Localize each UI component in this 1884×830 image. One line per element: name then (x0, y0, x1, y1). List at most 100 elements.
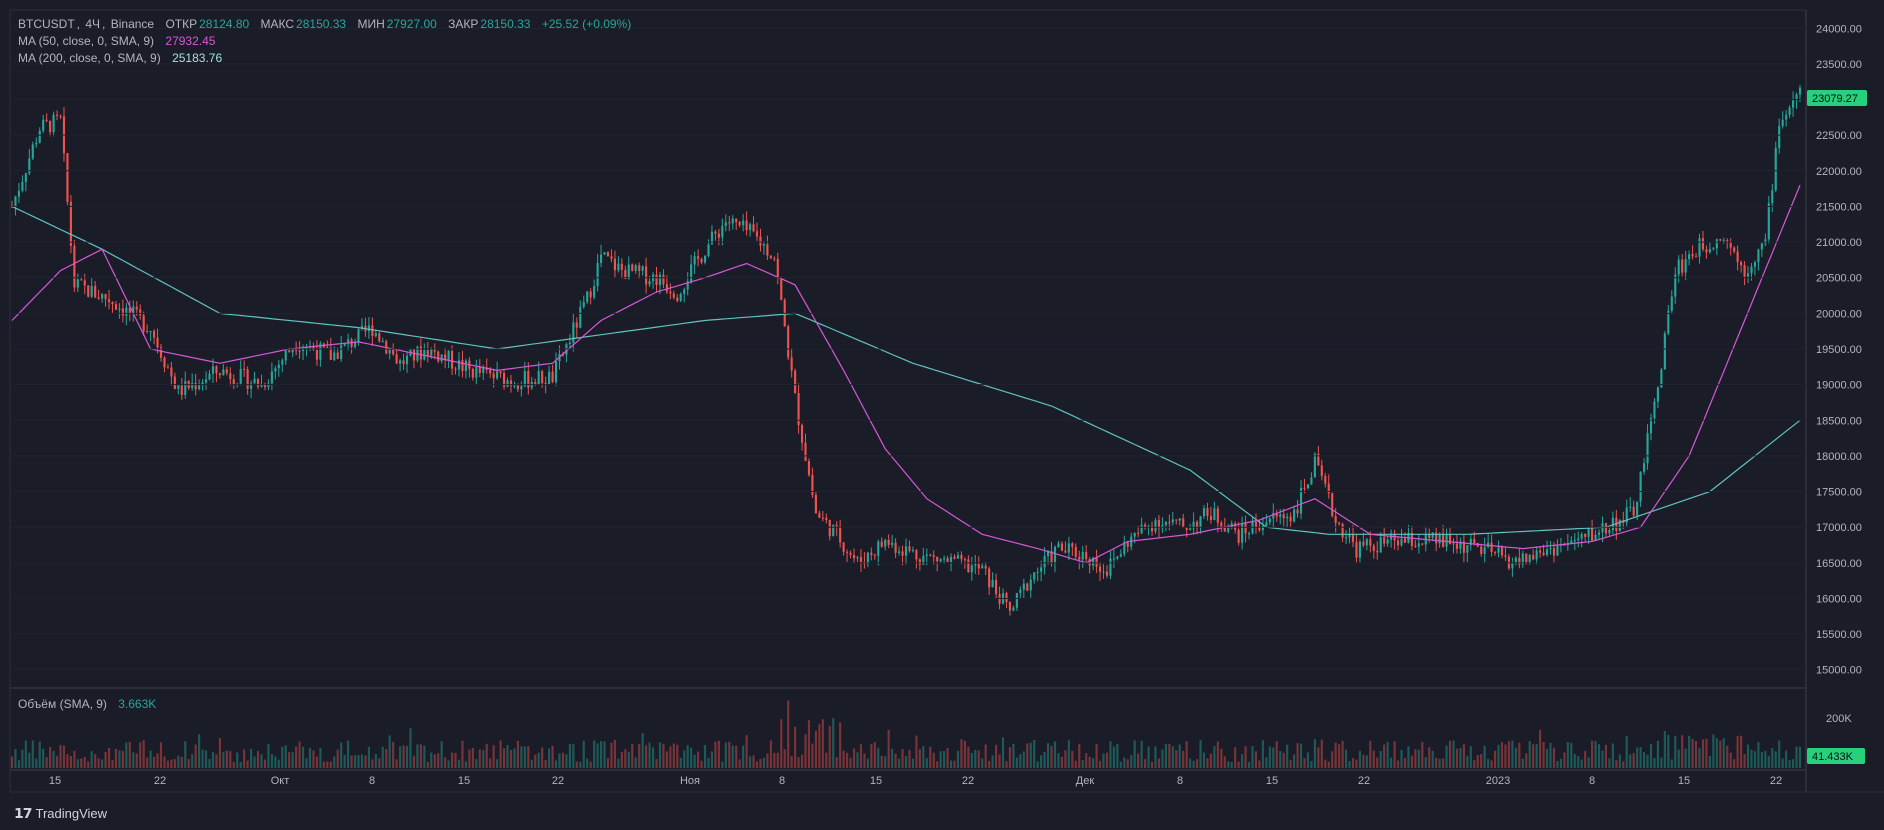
candle-body (513, 385, 516, 387)
candle-body (575, 322, 578, 328)
volume-bar (936, 761, 939, 768)
volume-bar (1320, 739, 1323, 768)
candle-body (742, 220, 745, 226)
candle-body (1663, 333, 1666, 370)
volume-bar (762, 757, 766, 768)
candle-body (1594, 534, 1597, 541)
volume-bar (1459, 748, 1462, 768)
volume-bar (554, 760, 558, 768)
volume-bar (159, 742, 163, 768)
volume-bar (1642, 752, 1646, 768)
candle-body (901, 551, 904, 556)
volume-bar (21, 749, 24, 768)
volume-bar (724, 742, 727, 768)
candle-body (1410, 533, 1413, 546)
volume-bar (1746, 744, 1750, 768)
candle-body (714, 231, 717, 234)
candle-body (139, 309, 142, 316)
candle-body (1272, 513, 1275, 519)
candle-body (1130, 536, 1133, 547)
candle-body (177, 385, 180, 389)
volume-bar (509, 750, 513, 768)
volume-bar (360, 754, 364, 768)
ma200-label[interactable]: MA (200, close, 0, SMA, 9) (18, 51, 161, 65)
volume-bar (347, 740, 350, 768)
volume-bar (1684, 748, 1687, 768)
candle-body (1081, 552, 1084, 560)
candle-body (496, 371, 499, 379)
volume-bar (541, 747, 544, 768)
price-axis[interactable]: 24000.0023500.0023000.0022500.0022000.00… (12, 23, 1862, 677)
volume-bar (291, 752, 294, 768)
candle-body (132, 306, 135, 314)
candle-body (405, 355, 409, 365)
candle-body (800, 425, 804, 443)
volume-bar (537, 752, 540, 768)
volume-bar (482, 750, 485, 768)
ma50-label[interactable]: MA (50, close, 0, SMA, 9) (18, 34, 155, 48)
ma50-legend[interactable]: MA (50, close, 0, SMA, 9) 27932.45 (18, 33, 217, 49)
volume-bar (1497, 744, 1500, 768)
tradingview-logo-icon: 𝟭𝟳 (14, 805, 33, 821)
candle-body (849, 552, 852, 555)
volume-bar (1012, 743, 1015, 768)
volume-bar (842, 750, 845, 768)
volume-bar (839, 722, 842, 768)
volume-bar (897, 758, 901, 768)
volume-bar (315, 756, 319, 768)
candle-body (658, 274, 662, 285)
candle-body (665, 284, 668, 292)
candle-body (828, 519, 831, 537)
time-tick-label: 15 (1678, 775, 1690, 787)
candle-body (773, 258, 776, 260)
time-tick-label: 22 (962, 775, 974, 787)
candle-body (1022, 583, 1025, 590)
candle-body (159, 347, 163, 358)
volume-bar (1428, 747, 1431, 768)
volume-bar (319, 748, 322, 768)
candle-body (1026, 583, 1029, 591)
volume-bar (1421, 741, 1424, 768)
candle-body (1532, 555, 1535, 560)
candle-body (433, 348, 436, 352)
candle-body (846, 551, 849, 553)
tradingview-logo[interactable]: 𝟭𝟳 TradingView (14, 805, 107, 822)
volume-bar (835, 757, 838, 768)
volume-label[interactable]: Объём (SMA, 9) (18, 697, 107, 711)
symbol-legend[interactable]: BTCUSDT, 4Ч, Binance ОТКР 28124.80 МАКС 28… (18, 17, 632, 31)
candle-body (596, 262, 599, 287)
volume-bar (693, 754, 696, 768)
candle-body (925, 554, 928, 556)
volume-bar (1268, 746, 1271, 768)
volume-bar (1483, 745, 1486, 768)
ma200-legend[interactable]: MA (200, close, 0, SMA, 9) 25183.76 (18, 50, 224, 66)
volume-bar (177, 755, 180, 768)
candle-body (915, 550, 918, 560)
candle-body (215, 366, 218, 374)
volume-legend[interactable]: Объём (SMA, 9) 3.663K (18, 696, 158, 712)
candle-body (402, 360, 405, 365)
volume-bar (1178, 744, 1181, 768)
volume-bar (454, 752, 457, 768)
candle-body (1604, 523, 1608, 534)
volume-bar (1521, 758, 1524, 768)
candle-body (1046, 551, 1050, 556)
candle-body (146, 331, 149, 333)
candle-body (378, 333, 381, 342)
candle-body (554, 361, 558, 382)
candle-body (1157, 520, 1161, 529)
candle-body (1376, 550, 1379, 553)
candle-body (333, 352, 336, 360)
time-axis[interactable]: 15 22 Окт 8 15 22 Ноя 8 15 22 Дек 8 15 22 2023 8 15 22 (49, 775, 1782, 787)
symbol-interval[interactable]: 4Ч (85, 17, 101, 31)
volume-bar (1390, 757, 1393, 768)
volume-bar (1383, 744, 1386, 768)
candle-body (229, 373, 232, 380)
candle-body (17, 190, 21, 197)
symbol-pair[interactable]: BTCUSDT (18, 17, 75, 31)
volume-bar (787, 700, 790, 768)
candle-body (582, 301, 585, 307)
candle-body (1795, 94, 1798, 101)
volume-bar (14, 749, 17, 768)
